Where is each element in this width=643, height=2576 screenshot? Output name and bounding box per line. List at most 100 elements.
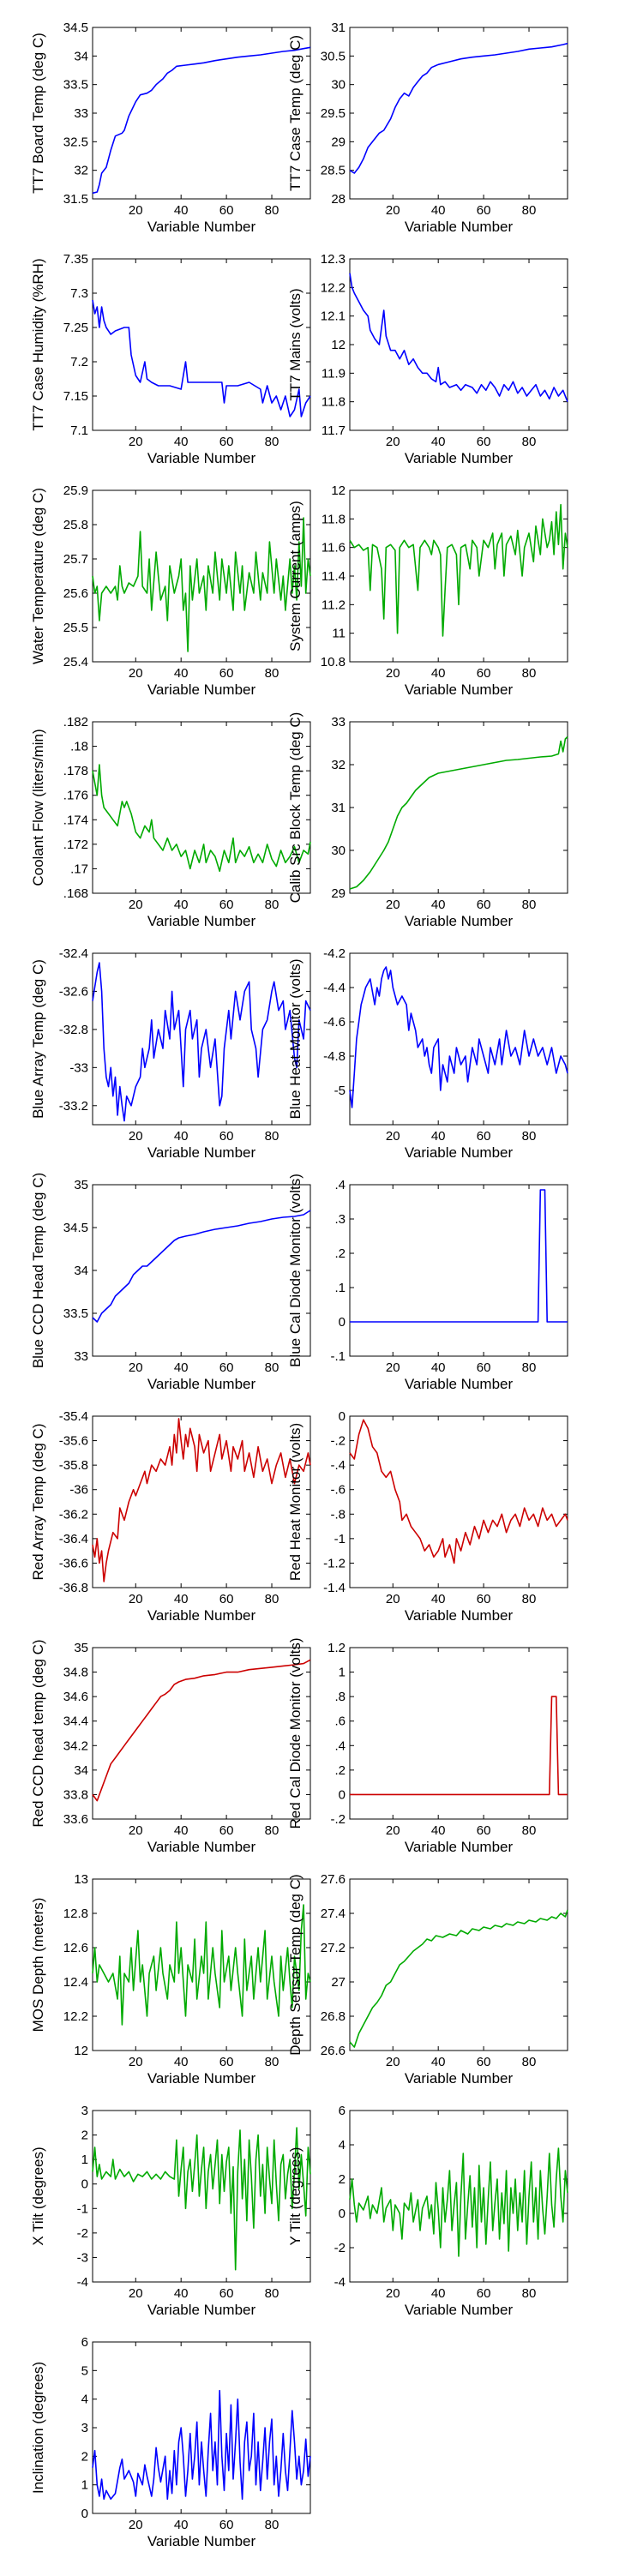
chart-panel-2: 28 28.5 29 29.5 30 30.5 31 20 40 60 80 Variable Num… [287, 21, 568, 235]
y-tick-label: -1.4 [323, 1581, 346, 1595]
x-tick-label: 20 [386, 1592, 400, 1606]
y-tick-label: 6 [339, 2104, 346, 2118]
x-tick-label: 20 [129, 2518, 143, 2532]
plot-area [92, 258, 311, 431]
x-tick-label: 40 [174, 1360, 189, 1375]
y-tick-label: -4.4 [323, 981, 346, 995]
y-tick-label: 1 [81, 2153, 88, 2167]
series-line [350, 1696, 568, 1796]
x-tick-label: 80 [265, 1823, 279, 1838]
y-tick-label: -.8 [330, 1507, 346, 1522]
y-axis-label: Coolant Flow (liters/min) [30, 729, 46, 886]
y-tick-label: 30 [331, 844, 346, 858]
y-tick-label: 26.8 [321, 2009, 346, 2024]
x-tick-label: 40 [174, 666, 189, 681]
y-tick-label: 4 [339, 2138, 346, 2153]
x-tick-label: 60 [219, 435, 234, 449]
y-tick-label: .4 [334, 1178, 346, 1192]
y-tick-label: -4.8 [323, 1049, 346, 1064]
x-tick-label: 60 [477, 1823, 491, 1838]
x-axis-label: Variable Number [405, 219, 514, 235]
chart-panel-15: 33.6 33.8 34 34.2 34.4 34.6 34.8 35 20 40 60 80 Vari… [30, 1639, 311, 1855]
y-tick-label: 25.7 [63, 552, 88, 567]
y-tick-label: -35.8 [59, 1458, 88, 1473]
y-tick-label: 2 [81, 2449, 88, 2464]
x-tick-label: 60 [219, 2518, 234, 2532]
y-tick-label: -.1 [330, 1349, 346, 1364]
chart-panel-4: 11.7 11.8 11.9 12 12.1 12.2 12.3 20 40 60 80 Variab… [287, 252, 568, 466]
y-tick-label: -4.6 [323, 1015, 346, 1030]
y-tick-label: 7.3 [70, 286, 88, 301]
chart-panel-11: 33 33.5 34 34.5 35 20 40 60 80 Variable Number Blu… [30, 1173, 311, 1392]
y-tick-label: 3 [81, 2104, 88, 2118]
chart-panel-21: 0 1 2 3 4 5 6 20 40 60 80 Variable Number Inclinatio… [30, 2335, 311, 2549]
x-axis-label: Variable Number [147, 913, 256, 929]
x-tick-label: 20 [386, 203, 400, 218]
y-tick-label: -5 [334, 1084, 346, 1098]
y-tick-label: .172 [63, 838, 88, 852]
x-tick-label: 20 [129, 1823, 143, 1838]
y-tick-label: 11.9 [322, 366, 346, 381]
y-axis-label: Blue Array Temp (deg C) [30, 959, 46, 1119]
x-tick-label: 20 [386, 1823, 400, 1838]
chart-panel-9: -33.2 -33 -32.8 -32.6 -32.4 20 40 60 80 Variable … [30, 946, 311, 1161]
series-line [92, 46, 311, 195]
y-tick-label: .182 [63, 715, 88, 730]
y-tick-label: 0 [81, 2507, 88, 2521]
y-tick-label: 25.4 [63, 655, 88, 670]
chart-panel-19: -4 -3 -2 -1 0 1 2 3 20 40 60 80 Variable Number X Til… [30, 2104, 311, 2318]
y-axis-label: MOS Depth (meters) [30, 1898, 46, 2033]
y-axis-label: TT7 Case Humidity (%RH) [30, 258, 46, 430]
x-axis-label: Variable Number [147, 1144, 256, 1161]
x-tick-label: 80 [522, 1592, 537, 1606]
y-axis-label: Water Temperature (deg C) [30, 488, 46, 664]
y-tick-label: 34.6 [63, 1690, 88, 1704]
x-axis-label: Variable Number [147, 682, 256, 698]
y-axis-label: Blue Heat Monitor (volts) [287, 958, 303, 1119]
y-tick-label: -2 [334, 2241, 346, 2255]
y-tick-label: 11.8 [322, 395, 346, 410]
chart-panel-14: -1.4 -1.2 -1 -.8 -.6 -.4 -.2 0 20 40 60 80 Variable … [287, 1409, 568, 1624]
y-tick-label: 34.5 [63, 1221, 88, 1235]
y-tick-label: .2 [334, 1763, 346, 1778]
y-tick-label: 12.3 [321, 252, 346, 267]
y-tick-label: 12.1 [321, 309, 346, 324]
y-tick-label: 34 [74, 1763, 88, 1778]
y-tick-label: -36.6 [59, 1556, 88, 1570]
y-axis-label: TT7 Board Temp (deg C) [30, 33, 46, 194]
y-tick-label: .8 [334, 1690, 346, 1704]
x-tick-label: 20 [129, 666, 143, 681]
x-tick-label: 20 [129, 898, 143, 912]
x-tick-label: 80 [265, 2518, 279, 2532]
chart-panel-8: 29 30 31 32 33 20 40 60 80 Variable Number Calib S… [287, 712, 568, 929]
y-tick-label: 11 [332, 627, 346, 641]
x-axis-label: Variable Number [405, 1607, 514, 1624]
y-tick-label: 27.2 [321, 1941, 346, 1955]
x-axis-label: Variable Number [405, 2302, 514, 2318]
y-tick-label: 10.8 [321, 655, 346, 670]
x-tick-label: 80 [522, 1129, 537, 1144]
y-axis-label: System Current (amps) [287, 501, 303, 652]
y-tick-label: 1 [81, 2478, 88, 2493]
x-tick-label: 40 [174, 1129, 189, 1144]
plot-area [92, 489, 311, 663]
y-tick-label: .178 [63, 764, 88, 778]
y-tick-label: 31 [331, 801, 346, 815]
y-axis-label: X Tilt (degrees) [30, 2147, 46, 2245]
x-tick-label: 40 [431, 203, 446, 218]
x-tick-label: 60 [219, 2286, 234, 2301]
x-tick-label: 40 [174, 2286, 189, 2301]
x-tick-label: 60 [477, 1592, 491, 1606]
y-tick-label: 12 [74, 2044, 88, 2058]
y-tick-label: 29.5 [321, 106, 346, 121]
plot-area [349, 1647, 568, 1820]
plot-area [349, 721, 568, 894]
y-tick-label: .4 [334, 1738, 346, 1753]
y-tick-label: 29 [331, 135, 346, 149]
series-line [92, 1904, 311, 2026]
x-tick-label: 20 [386, 2055, 400, 2069]
series-line [349, 736, 568, 890]
y-tick-label: 11.4 [322, 569, 346, 584]
y-tick-label: 29 [331, 886, 346, 901]
